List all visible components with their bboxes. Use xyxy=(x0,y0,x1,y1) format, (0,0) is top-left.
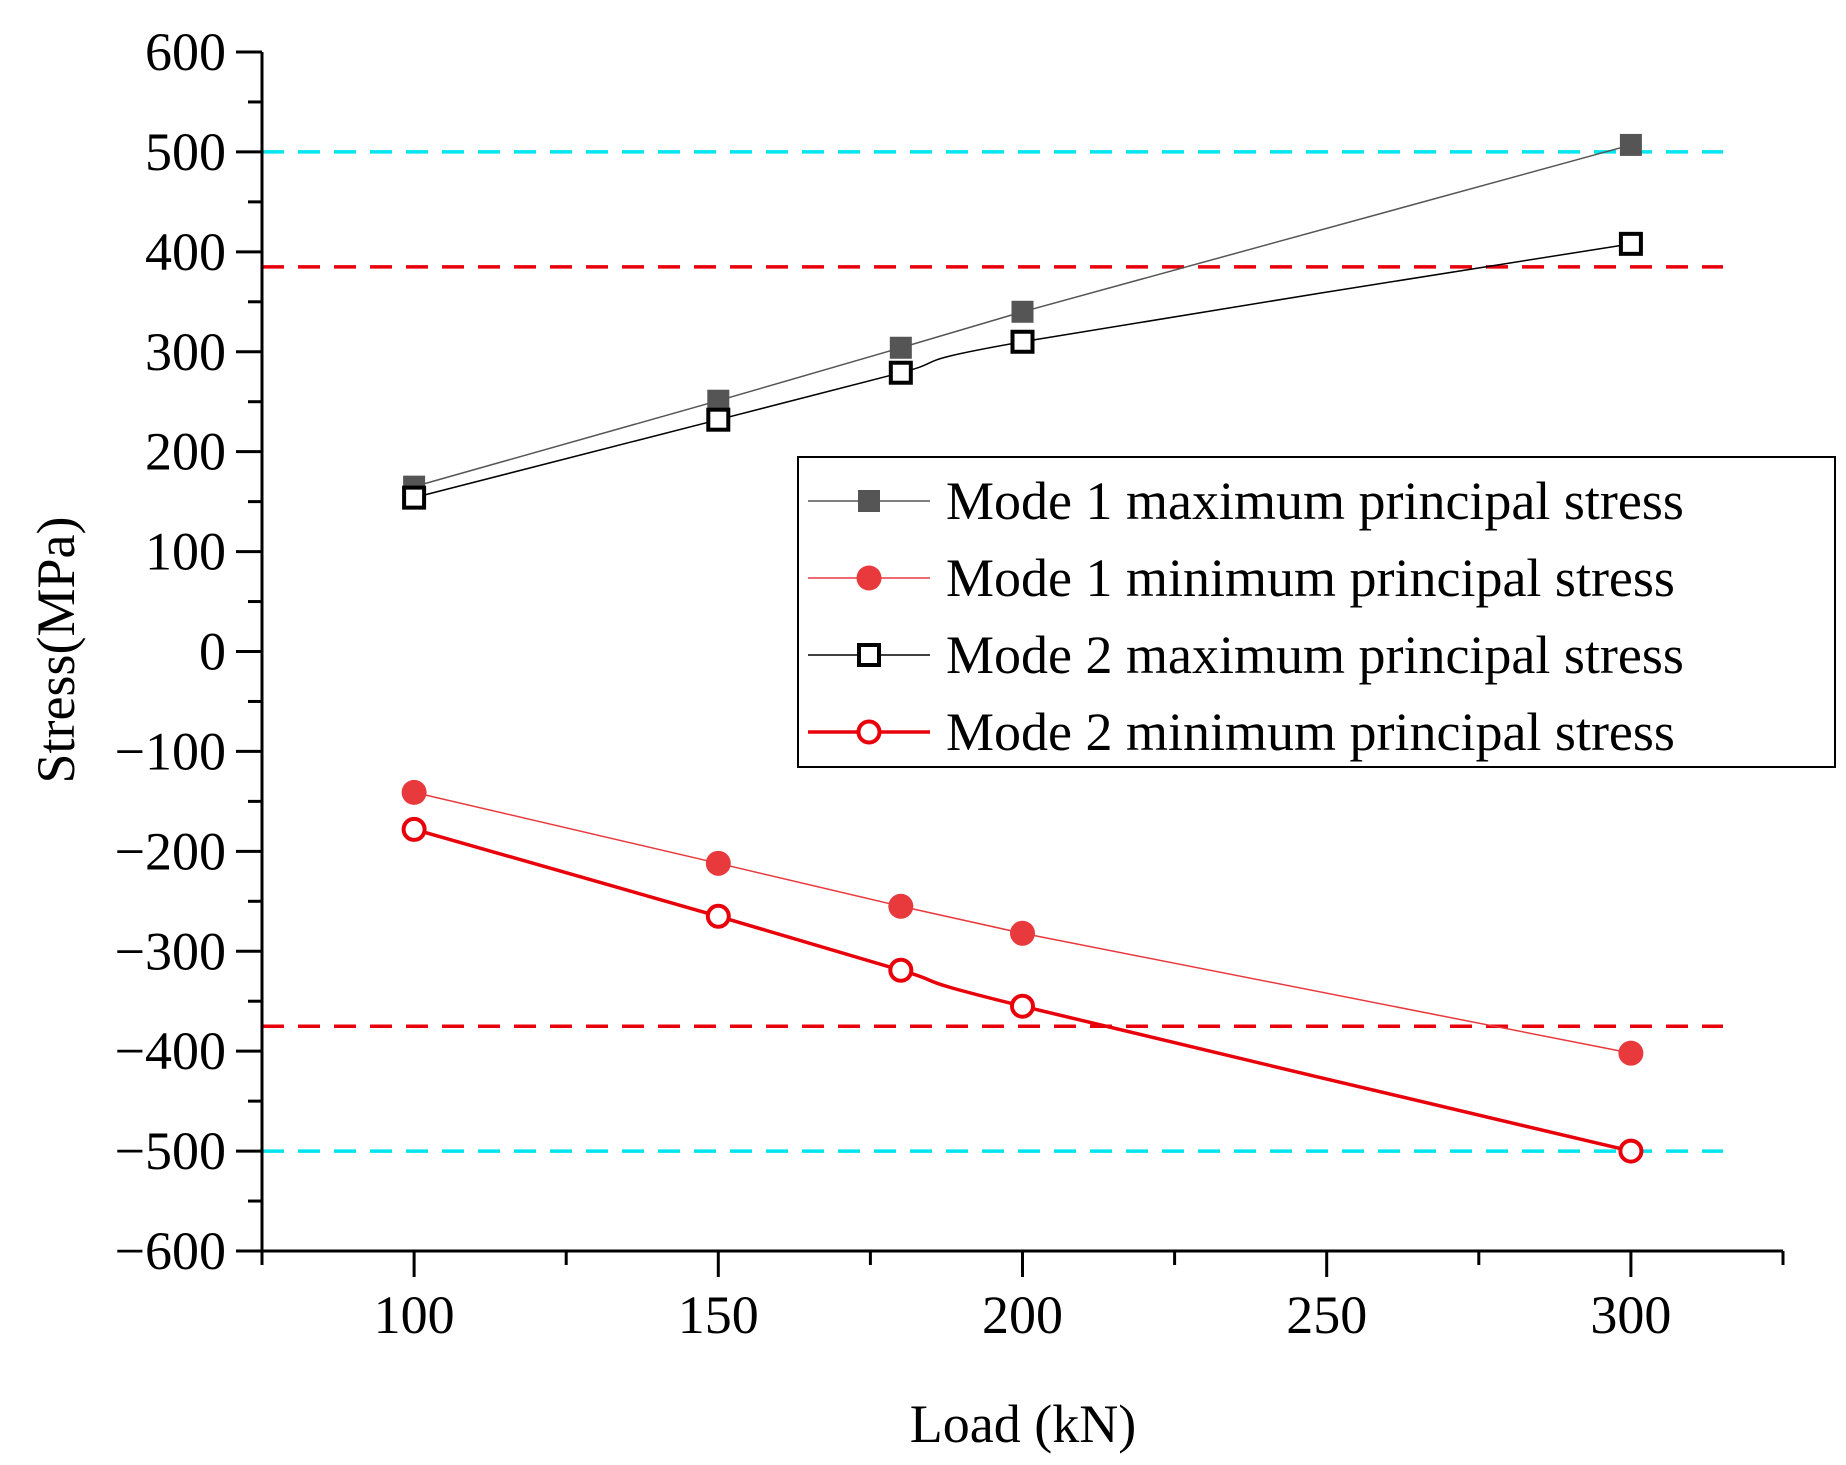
series-2-point xyxy=(888,893,914,919)
y-tick-label: 600 xyxy=(145,22,226,82)
y-tick-label: −300 xyxy=(115,921,226,981)
legend-label-3: Mode 2 maximum principal stress xyxy=(946,625,1684,685)
y-tick-label: 200 xyxy=(145,422,226,482)
series-3-point xyxy=(402,485,427,510)
series-2-point xyxy=(1010,920,1035,946)
x-tick-label: 300 xyxy=(1590,1285,1671,1345)
series-3-point xyxy=(888,360,913,385)
x-tick-label: 150 xyxy=(678,1285,759,1345)
y-tick-label: −500 xyxy=(115,1121,226,1181)
series-line-4 xyxy=(413,827,1632,1153)
legend-box xyxy=(797,456,1836,768)
y-tick-label: 500 xyxy=(145,122,226,182)
y-tick-label: −600 xyxy=(115,1221,226,1281)
series-4-point xyxy=(1618,1138,1644,1164)
series-line-3 xyxy=(413,243,1632,499)
legend-label-1: Mode 1 maximum principal stress xyxy=(946,471,1684,531)
series-2-point xyxy=(1618,1040,1644,1066)
reference-lines xyxy=(262,150,1723,1153)
series-2-point xyxy=(401,779,427,805)
series-4-point xyxy=(888,957,914,983)
series-1-point xyxy=(889,336,912,359)
y-tick-label: 400 xyxy=(145,222,226,282)
series-3-point xyxy=(1010,329,1035,354)
series-2-point xyxy=(705,850,731,876)
legend-marker-1 xyxy=(858,490,880,512)
y-tick-label: 300 xyxy=(145,322,226,382)
series-3-point xyxy=(1618,231,1643,256)
series-4-point xyxy=(705,903,731,929)
y-tick-label: 0 xyxy=(199,622,226,682)
legend-marker-4 xyxy=(856,719,882,745)
axes: 600 500 400 300 200 100 0 −100 −200 −300 −400 −500 −… xyxy=(115,22,1785,1345)
legend: Mode 1 maximum principal stress Mode 1 mi… xyxy=(797,456,1836,768)
series-3-point xyxy=(706,407,731,432)
legend-label-4: Mode 2 minimum principal stress xyxy=(946,702,1675,762)
x-axis-title: Load (kN) xyxy=(910,1394,1136,1454)
legend-label-2: Mode 1 minimum principal stress xyxy=(946,548,1675,608)
y-tick-label: 100 xyxy=(145,522,226,582)
legend-marker-2 xyxy=(856,565,882,591)
series-markers xyxy=(401,133,1644,1164)
series-1-point xyxy=(707,389,730,412)
y-axis-title: Stress(MPa) xyxy=(26,517,86,784)
x-tick-label: 250 xyxy=(1286,1285,1367,1345)
y-tick-label: −200 xyxy=(115,821,226,881)
x-tick-label: 200 xyxy=(982,1285,1063,1345)
y-tick-label: −100 xyxy=(115,721,226,781)
series-1-point xyxy=(1011,300,1034,323)
x-tick-label: 100 xyxy=(374,1285,455,1345)
series-1-point xyxy=(1619,133,1642,156)
series-4-point xyxy=(1010,993,1035,1019)
legend-marker-3 xyxy=(857,643,881,667)
y-tick-label: −400 xyxy=(115,1021,226,1081)
series-4-point xyxy=(401,816,427,842)
